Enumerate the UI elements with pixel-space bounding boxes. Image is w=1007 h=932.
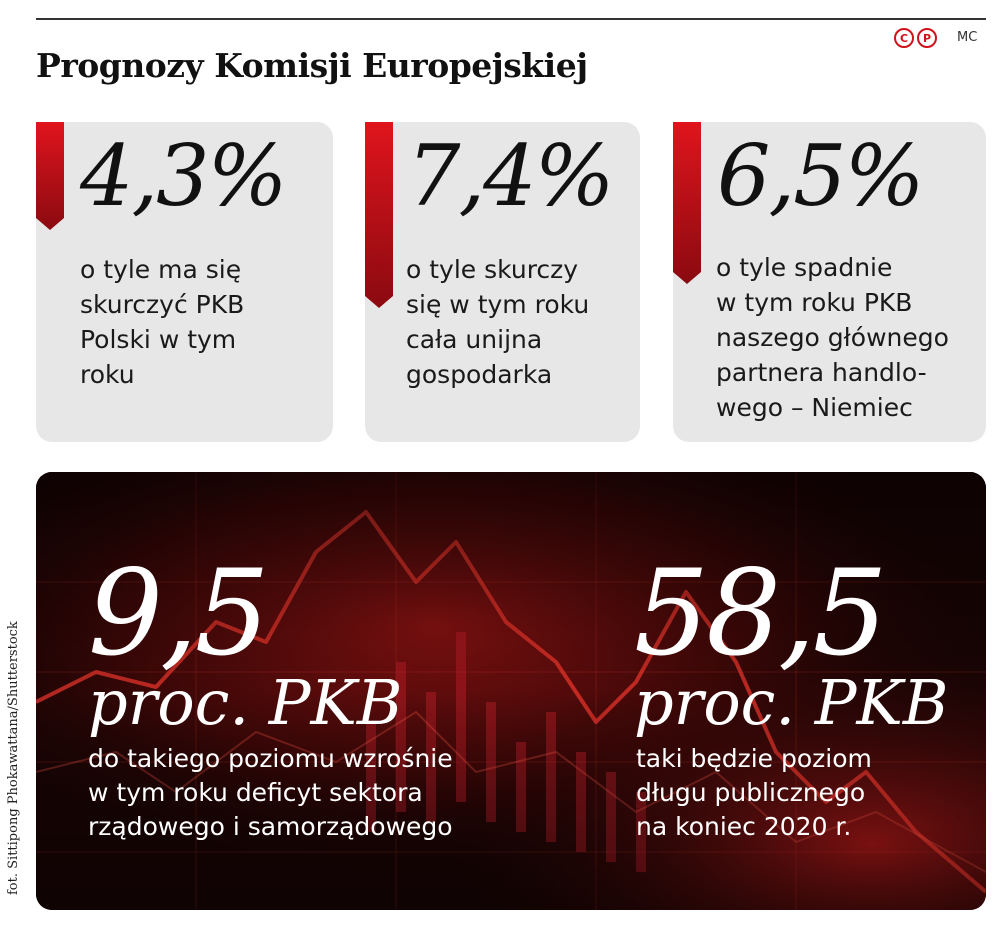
author-initials: MC [957, 30, 978, 45]
fiscal-stats-panel: 9,5 proc. PKB do takiego poziomu wzrośni… [36, 472, 986, 910]
card-description: o tyle ma się skurczyć PKB Polski w tym … [80, 255, 245, 389]
cp-logo-icon: C P [894, 28, 937, 48]
public-debt-description: taki będzie poziom długu publicznego na … [636, 744, 872, 841]
stock-chart-background-image [36, 472, 986, 910]
logo-letter-p: P [917, 28, 937, 48]
card-value: 4,3% [80, 127, 287, 225]
logo-letter-c: C [894, 28, 914, 48]
card-value: 6,5% [717, 127, 924, 225]
top-rule [36, 18, 986, 20]
red-ribbon-icon [36, 122, 64, 230]
deficit-value: 9,5 [88, 544, 270, 682]
stat-card-eu-economy: 7,4% o tyle skurczy się w tym roku cała … [365, 122, 640, 442]
red-ribbon-icon [365, 122, 393, 308]
public-debt-value: 58,5 [634, 544, 888, 682]
red-ribbon-icon [673, 122, 701, 284]
stat-card-poland-gdp: 4,3% o tyle ma się skurczyć PKB Polski w… [36, 122, 333, 442]
card-description: o tyle skurczy się w tym roku cała unijn… [406, 255, 590, 389]
deficit-description: do takiego poziomu wzrośnie w tym roku d… [88, 744, 453, 841]
deficit-unit: proc. PKB [88, 666, 403, 739]
public-debt-unit: proc. PKB [634, 666, 949, 739]
page-title: Prognozy Komisji Europejskiej [36, 46, 588, 85]
stat-card-germany-gdp: 6,5% o tyle spadnie w tym roku PKB nasze… [673, 122, 986, 442]
card-value: 7,4% [407, 127, 614, 225]
card-description: o tyle spadnie w tym roku PKB naszego gł… [716, 253, 949, 422]
photo-credit: fot. Sittipong Phokawattana/Shutterstock [6, 621, 21, 895]
